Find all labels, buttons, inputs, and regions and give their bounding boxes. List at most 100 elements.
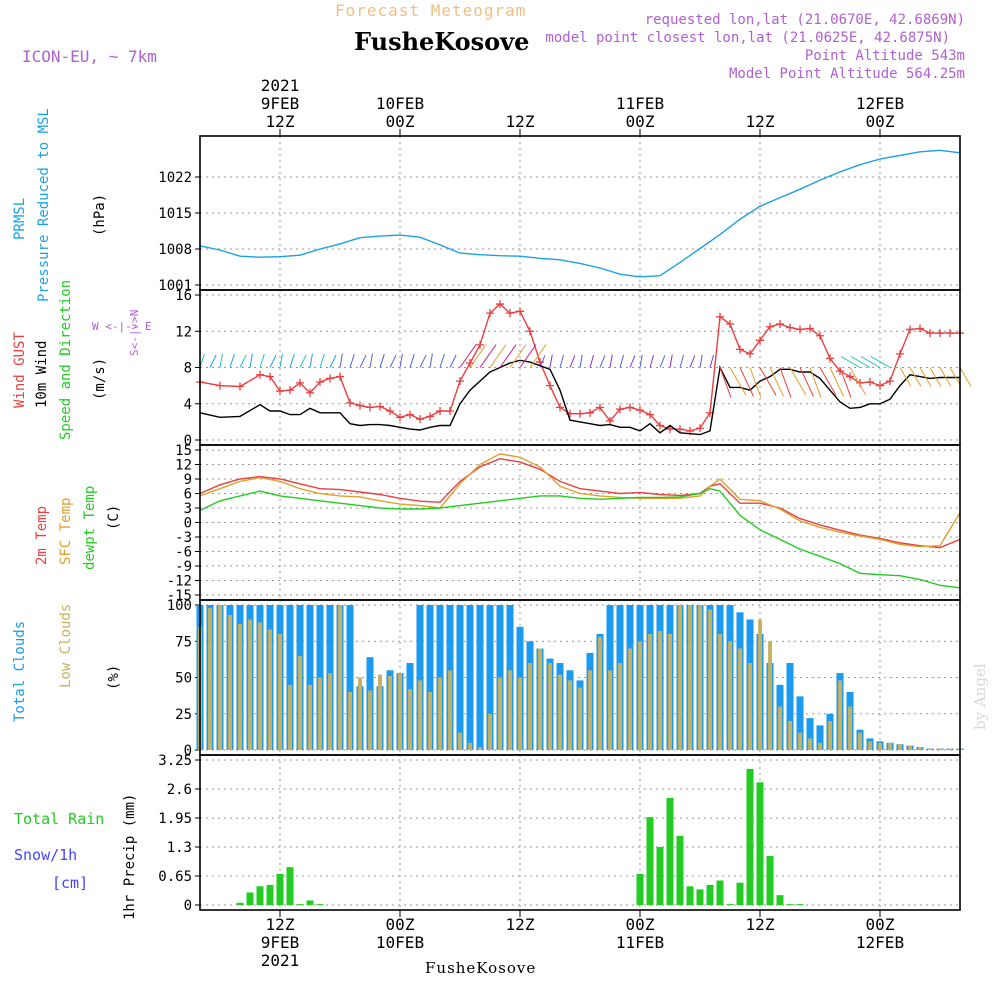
wind-direction-arrow [259,354,265,368]
wind-direction-arrow [549,354,553,368]
clouds-ytick-label: 25 [175,707,192,723]
wind-direction-arrow [469,344,487,368]
wind-direction-arrow [599,355,606,368]
wind-direction-arrow [319,354,325,368]
total-rain-label: Total Rain [14,810,104,828]
credit-watermark: by Angel [971,663,989,730]
wind-dir-label: Speed and Direction [58,280,74,440]
wind-direction-arrow [209,354,217,368]
clouds-bar [338,605,342,750]
forecast-title: Forecast Meteogram [335,1,526,20]
wind-direction-arrow [219,353,223,368]
clouds-bar [816,725,824,750]
clouds-bar [738,648,742,750]
temp-ytick-label: -15 [167,588,192,604]
precip-bar [636,873,644,905]
precip-bar [726,904,734,905]
clouds-bar [548,663,552,750]
wind-direction-arrow [509,344,527,368]
temp-unit-label: (C) [106,505,122,530]
wind-direction-arrow [769,367,784,397]
pressure-ytick-label: 1001 [158,278,192,294]
pressure-ytick-label: 1008 [158,242,192,258]
low-clouds-label: Low Clouds [58,604,74,688]
pressure-series-line [199,149,961,278]
gust-marker [476,340,484,349]
wind-direction-arrow [449,354,457,368]
clouds-bar [468,742,472,751]
gust-marker [446,407,454,415]
wind-direction-arrow [709,354,715,368]
clouds-bar [648,634,652,750]
pressure-labels: PRMSL Pressure Reduced to MSL (hPa) [12,108,108,302]
clouds-ytick-label: 75 [175,634,192,650]
pressure-ytick-label: 1022 [158,170,192,186]
temp-ytick-label: 6 [184,487,192,503]
temp-series-line [199,487,961,589]
top-time-label: 12Z [266,112,295,131]
wind-direction-arrow [279,353,283,368]
wind-labels: Wind GUST 10m Wind Speed and Direction (… [12,280,152,440]
gust-marker [696,424,704,433]
gust-marker [736,345,744,354]
clouds-bar [798,732,802,750]
wind-direction-arrow [669,354,673,368]
precip-bar [296,904,304,905]
temp-ytick-label: 0 [184,516,192,532]
bottom-time-label: 2021 [261,951,300,970]
temp-ytick-label: -12 [167,574,192,590]
gust-marker [366,403,374,412]
wind-unit-label: (m/s) [92,358,108,400]
gust-marker [786,323,794,332]
clouds-bar [418,680,422,750]
gust-marker [646,410,654,419]
wind-direction-arrow [479,344,497,368]
clouds-bar [868,741,872,750]
gust-marker [716,312,724,321]
clouds-bar [456,605,464,750]
temp-ytick-label: 15 [175,443,192,459]
precip-ytick-label: 0 [184,898,192,914]
top-time-label: 2021 [261,76,300,95]
wind-direction-arrow [749,367,762,398]
gust-marker [846,372,854,381]
gust-marker [576,409,584,418]
clouds-bar [938,748,942,750]
temp2m-label: 2m Temp [34,506,50,565]
wind-direction-arrow [339,353,343,368]
clouds-bar [628,648,632,750]
bottom-time-label: 00Z [626,915,655,934]
clouds-bar [728,641,732,751]
precip-bar [666,797,674,905]
gust-marker [776,320,784,328]
gust-marker [806,324,814,333]
gust-label: Wind GUST [12,332,28,408]
wind-direction-arrow [729,367,747,396]
clouds-ytick-label: 100 [167,598,192,614]
pressure-ytick-label: 1015 [158,206,192,222]
wind-direction-arrow [559,354,565,368]
gust-marker [496,300,504,309]
gust-marker [556,403,564,412]
clouds-bar [858,732,862,750]
precip-bar [796,904,804,905]
model-point-altitude: Model Point Altitude 564.25m [729,66,965,82]
gust-marker [616,405,624,414]
precip-frame [199,754,961,911]
wind-direction-arrow [289,354,295,368]
clouds-bar [668,634,672,750]
gust-marker [656,421,664,430]
clouds-bar [898,744,902,750]
bottom-time-label: 00Z [866,915,895,934]
gust-marker [306,388,314,397]
bottom-time-label: 12Z [506,915,535,934]
precip-bar [316,904,324,905]
clouds-bar [928,748,932,750]
footer-location: FusheKosove [425,959,536,977]
wind-direction-arrow [349,354,355,368]
gust-marker [376,402,384,411]
temp-series-line [199,457,961,549]
snow-label: Snow/1h [14,846,77,864]
wind-direction-arrow [789,367,807,396]
